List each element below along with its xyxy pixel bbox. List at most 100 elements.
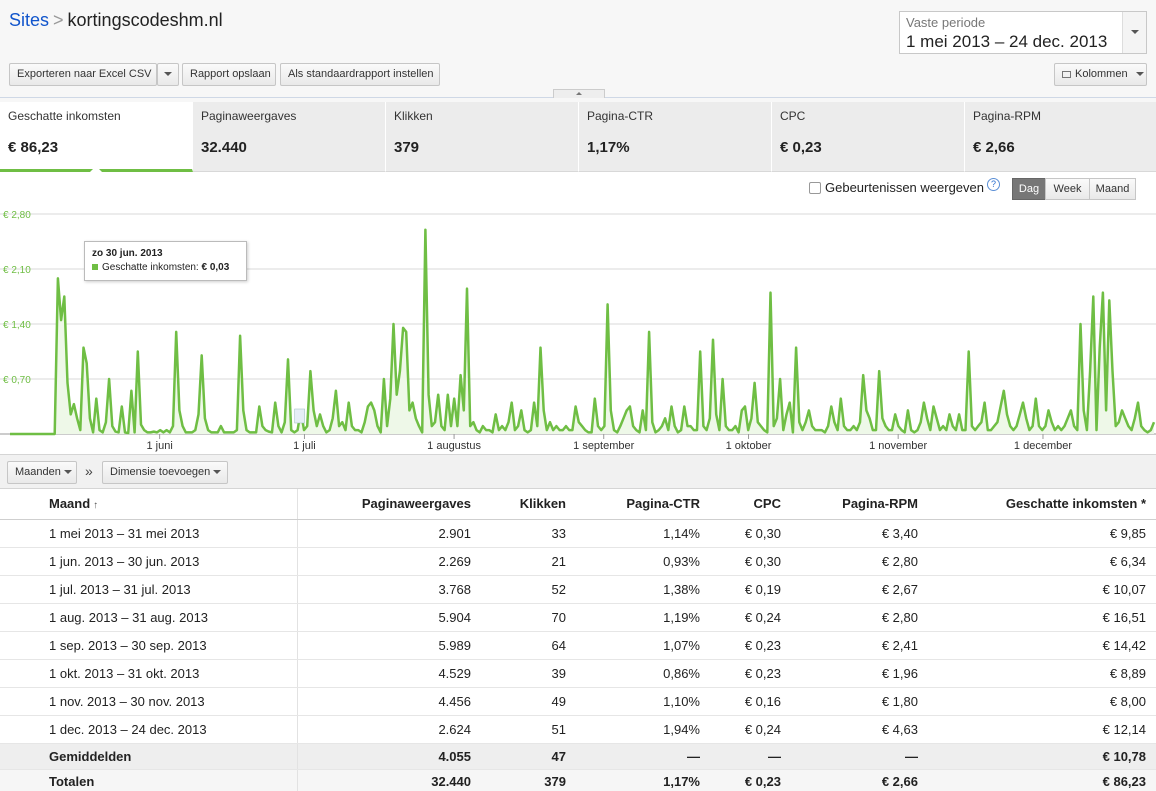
set-default-report-button[interactable]: Als standaardrapport instellen <box>280 63 440 86</box>
tooltip-series: Geschatte inkomsten: € 0,03 <box>92 262 239 273</box>
table-cell: — <box>710 743 791 770</box>
metric-value: € 0,23 <box>780 139 822 156</box>
column-header-ctr[interactable]: Pagina-CTR <box>576 489 710 520</box>
chevron-up-icon <box>576 92 582 95</box>
table-cell: 1,19% <box>576 603 710 632</box>
metric-tab-pageviews[interactable]: Paginaweergaves 32.440 <box>193 102 386 172</box>
columns-button[interactable]: Kolommen <box>1054 63 1147 86</box>
show-events-toggle[interactable]: Gebeurtenissen weergeven <box>809 180 984 195</box>
metric-tab-cpc[interactable]: CPC € 0,23 <box>772 102 965 172</box>
table-cell: Totalen <box>0 769 298 791</box>
table-cell: 70 <box>481 603 576 632</box>
table-cell: € 12,14 <box>928 715 1156 744</box>
metric-value: 379 <box>394 139 420 156</box>
metric-tab-earnings[interactable]: Geschatte inkomsten € 86,23 <box>0 102 193 172</box>
metric-tab-ctr[interactable]: Pagina-CTR 1,17% <box>579 102 772 172</box>
table-cell: 0,93% <box>576 547 710 576</box>
table-cell: 21 <box>481 547 576 576</box>
y-tick-label: € 0,70 <box>3 375 31 386</box>
add-dimension-button[interactable]: Dimensie toevoegen <box>102 461 228 484</box>
table-cell: 4.055 <box>297 743 481 770</box>
x-tick-label: 1 juli <box>293 440 316 452</box>
table-cell: € 2,80 <box>791 603 928 632</box>
table-cell: 4.529 <box>297 659 481 688</box>
column-header-month[interactable]: Maand ↑ <box>0 489 298 520</box>
table-cell: 1 jul. 2013 – 31 jul. 2013 <box>0 575 298 604</box>
table-toolbar: Maanden » Dimensie toevoegen <box>0 454 1156 489</box>
date-range-dropdown[interactable] <box>1122 12 1146 53</box>
table-cell: € 0,19 <box>710 575 791 604</box>
table-cell: € 9,85 <box>928 519 1156 548</box>
metric-label: Geschatte inkomsten <box>8 109 121 123</box>
table-cell: € 8,89 <box>928 659 1156 688</box>
dimension-select[interactable]: Maanden <box>7 461 77 484</box>
table-cell: 1 okt. 2013 – 31 okt. 2013 <box>0 659 298 688</box>
metric-tab-rpm[interactable]: Pagina-RPM € 2,66 <box>965 102 1156 172</box>
table-cell: 4.456 <box>297 687 481 716</box>
column-header-label: Maand <box>49 496 91 512</box>
table-cell: € 86,23 <box>928 769 1156 791</box>
table-row: 1 mei 2013 – 31 mei 2013 2.901 33 1,14% € 0,… <box>0 519 1156 548</box>
columns-icon <box>1062 71 1071 78</box>
tooltip-value: € 0,03 <box>201 262 230 273</box>
column-header-cpc[interactable]: CPC <box>710 489 791 520</box>
date-range-label: Vaste periode <box>906 15 986 30</box>
export-menu-button[interactable] <box>157 63 179 86</box>
date-range-picker[interactable]: Vaste periode 1 mei 2013 – 24 dec. 2013 <box>899 11 1147 54</box>
table-row: 1 aug. 2013 – 31 aug. 2013 5.904 70 1,19% € … <box>0 603 1156 632</box>
table-row: 1 okt. 2013 – 31 okt. 2013 4.529 39 0,86% € … <box>0 659 1156 688</box>
table-cell: € 2,66 <box>791 769 928 791</box>
table-cell: € 2,41 <box>791 631 928 660</box>
column-header-rpm[interactable]: Pagina-RPM <box>791 489 928 520</box>
chevron-down-icon <box>1131 30 1139 34</box>
chevron-down-icon <box>164 72 172 77</box>
table-cell: € 16,51 <box>928 603 1156 632</box>
averages-row: Gemiddelden 4.055 47— — — € 10,78 <box>0 743 1156 770</box>
save-report-button[interactable]: Rapport opslaan <box>182 63 276 86</box>
hover-marker[interactable] <box>294 408 305 424</box>
breadcrumb-chevron: » <box>85 463 93 479</box>
y-tick-label: € 2,10 <box>3 265 31 276</box>
table-body: 1 mei 2013 – 31 mei 2013 2.901 33 1,14% € 0,… <box>0 519 1156 791</box>
breadcrumb-sites-link[interactable]: Sites <box>9 10 50 30</box>
metric-value: € 86,23 <box>8 139 59 156</box>
metric-tab-clicks[interactable]: Klikken 379 <box>386 102 579 172</box>
x-tick-label: 1 augustus <box>427 440 481 452</box>
table-cell: € 6,34 <box>928 547 1156 576</box>
active-tab-pointer <box>90 166 102 172</box>
table-cell: 1 nov. 2013 – 30 nov. 2013 <box>0 687 298 716</box>
report-table: Maand ↑ Paginaweergaves Klikken Pagina-CT… <box>0 489 1156 791</box>
table-cell: € 3,40 <box>791 519 928 548</box>
column-header-clicks[interactable]: Klikken <box>481 489 576 520</box>
table-cell: € 1,80 <box>791 687 928 716</box>
help-icon[interactable]: ? <box>987 178 1000 191</box>
table-row: 1 jul. 2013 – 31 jul. 2013 3.768 52 1,38% € … <box>0 575 1156 604</box>
chevron-down-icon <box>213 470 222 475</box>
table-cell: € 0,16 <box>710 687 791 716</box>
series-line <box>10 228 1156 436</box>
column-header-pageviews[interactable]: Paginaweergaves <box>297 489 481 520</box>
chevron-down-icon <box>1135 72 1144 77</box>
date-range-value: 1 mei 2013 – 24 dec. 2013 <box>906 32 1108 51</box>
table-cell: € 4,63 <box>791 715 928 744</box>
column-header-earnings[interactable]: Geschatte inkomsten * <box>928 489 1156 520</box>
chart-tooltip: zo 30 jun. 2013 Geschatte inkomsten: € 0… <box>84 241 247 281</box>
table-cell: 1,38% <box>576 575 710 604</box>
table-cell: 1 mei 2013 – 31 mei 2013 <box>0 519 298 548</box>
table-cell: 51 <box>481 715 576 744</box>
breadcrumb-site: kortingscodeshm.nl <box>67 10 223 30</box>
table-cell: 49 <box>481 687 576 716</box>
table-cell: € 10,78 <box>928 743 1156 770</box>
metric-label: CPC <box>780 109 806 123</box>
granularity-month-button[interactable]: Maand <box>1089 178 1136 200</box>
granularity-day-button[interactable]: Dag <box>1012 178 1046 200</box>
show-events-checkbox[interactable] <box>809 182 821 194</box>
table-cell: Gemiddelden <box>0 743 298 770</box>
table-cell: 1,07% <box>576 631 710 660</box>
collapse-header-handle[interactable] <box>553 89 605 98</box>
export-csv-button[interactable]: Exporteren naar Excel CSV <box>9 63 157 86</box>
table-cell: € 2,67 <box>791 575 928 604</box>
table-cell: 1 jun. 2013 – 30 jun. 2013 <box>0 547 298 576</box>
granularity-week-button[interactable]: Week <box>1045 178 1090 200</box>
table-cell: 2.269 <box>297 547 481 576</box>
